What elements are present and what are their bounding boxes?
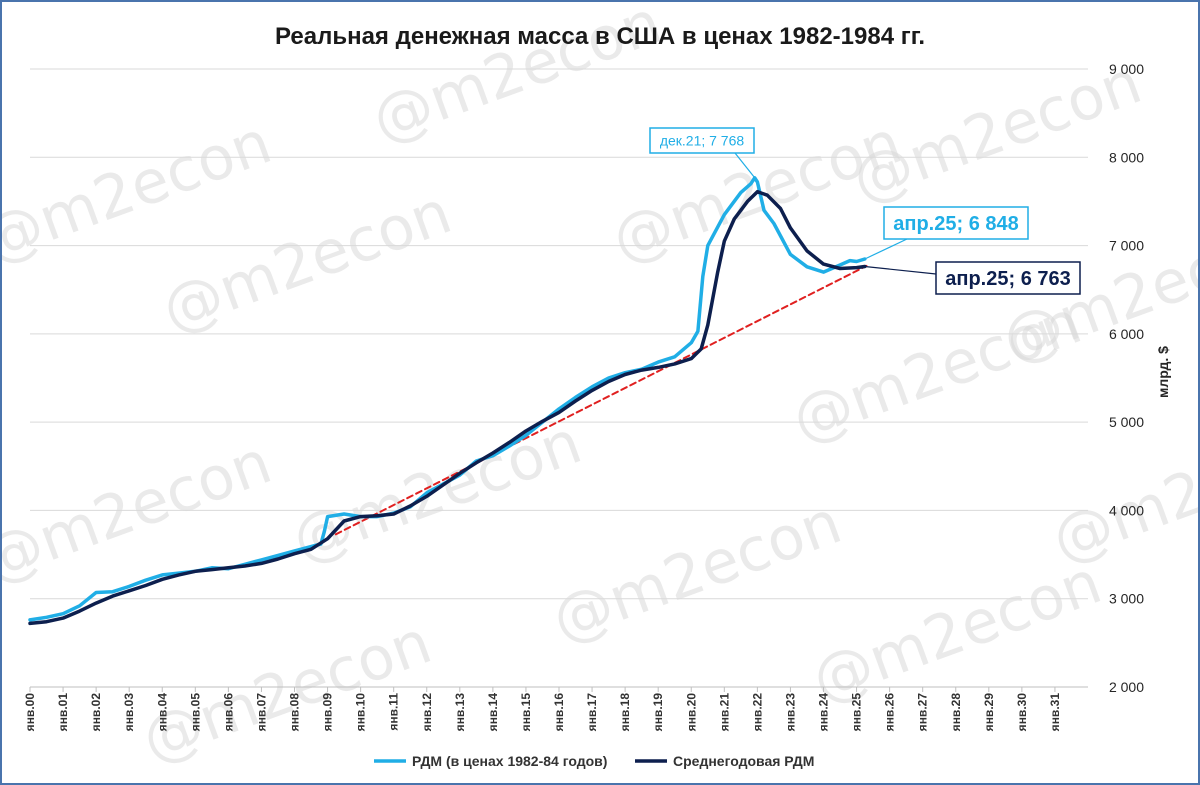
x-tick-label: янв.16	[552, 693, 566, 732]
x-tick-label: янв.19	[651, 693, 665, 732]
x-tick-label: янв.17	[585, 693, 599, 732]
watermark-9: @m2econ	[2, 427, 280, 596]
x-tick-label: янв.29	[982, 693, 996, 732]
series-layer	[28, 176, 868, 626]
x-tick-label: янв.01	[56, 693, 70, 732]
legend: РДМ (в ценах 1982-84 годов) Среднегодовая…	[374, 753, 814, 769]
x-tick-label: янв.09	[321, 693, 335, 732]
watermark-6: @m2econ	[543, 487, 850, 656]
x-tick-label: янв.26	[883, 693, 897, 732]
x-tick-label: янв.04	[155, 693, 169, 732]
x-tick-label: янв.15	[519, 693, 533, 732]
y-tick-label: 6 000	[1109, 326, 1144, 342]
x-tick-label: янв.11	[387, 693, 401, 731]
watermark-11: @m2econ	[803, 547, 1110, 716]
x-tick-label: янв.13	[453, 693, 467, 732]
x-axis: янв.00 янв.01 янв.02 янв.03 янв.04 янв.05 янв.…	[23, 686, 1088, 732]
annotation-leader	[734, 152, 756, 179]
annotation-label: апр.25; 6 848	[893, 213, 1019, 235]
annotation-leader	[864, 265, 937, 275]
x-tick-label: янв.03	[122, 693, 136, 732]
watermark-5: @m2econ	[283, 407, 590, 576]
annotation-layer: дек.21; 7 768 апр.25; 6 848 апр.25; 6 763	[649, 127, 1081, 295]
x-tick-label: янв.14	[486, 693, 500, 732]
annotation-label: дек.21; 7 768	[660, 133, 745, 149]
x-tick-label: янв.06	[221, 693, 235, 732]
x-tick-label: янв.18	[618, 693, 632, 732]
y-tick-label: 2 000	[1109, 679, 1144, 695]
x-tick-label: янв.23	[783, 693, 797, 732]
annotation-box	[883, 206, 1029, 240]
y-tick-label: 4 000	[1109, 502, 1144, 518]
y-tick-label: 3 000	[1109, 591, 1144, 607]
annotation-leader	[864, 238, 908, 260]
watermark-12: @m2econ	[1043, 407, 1198, 576]
legend-label-1: Среднегодовая РДМ	[673, 753, 814, 769]
x-tick-label: янв.27	[916, 693, 930, 732]
x-tick-label: янв.05	[188, 693, 202, 732]
x-tick-label: янв.30	[1015, 693, 1029, 732]
x-tick-label: янв.28	[949, 693, 963, 732]
y-tick-label: 5 000	[1109, 414, 1144, 430]
y-tick-label: 8 000	[1109, 149, 1144, 165]
y-tick-label: 9 000	[1109, 61, 1144, 77]
x-tick-label: янв.31	[1048, 693, 1062, 732]
x-tick-label: янв.02	[89, 693, 103, 732]
x-tick-label: янв.22	[750, 693, 764, 732]
x-tick-label: янв.21	[717, 693, 731, 732]
x-tick-label: янв.24	[817, 693, 831, 732]
x-tick-label: янв.07	[254, 693, 268, 732]
x-tick-label: янв.08	[288, 693, 302, 732]
annotation-box	[649, 127, 755, 154]
series-line-2	[334, 264, 868, 536]
x-tick-label: янв.10	[354, 693, 368, 732]
x-tick-label: янв.12	[420, 693, 434, 732]
y-axis: 2 000 3 000 4 000 5 000 6 000 7 000 8 000 9 000	[1109, 61, 1144, 695]
chart-title: Реальная денежная масса в США в ценах 19…	[275, 23, 925, 50]
y-tick-label: 7 000	[1109, 238, 1144, 254]
legend-label-0: РДМ (в ценах 1982-84 годов)	[412, 753, 607, 769]
watermark-1: @m2econ	[153, 177, 460, 346]
annotation-label: апр.25; 6 763	[945, 268, 1071, 290]
x-tick-label: янв.00	[23, 693, 37, 732]
y-axis-label: млрд. $	[1155, 346, 1171, 398]
annotation-box	[935, 261, 1081, 295]
x-tick-label: янв.20	[684, 693, 698, 732]
x-tick-label: янв.25	[850, 693, 864, 732]
series-line-1	[28, 189, 867, 626]
